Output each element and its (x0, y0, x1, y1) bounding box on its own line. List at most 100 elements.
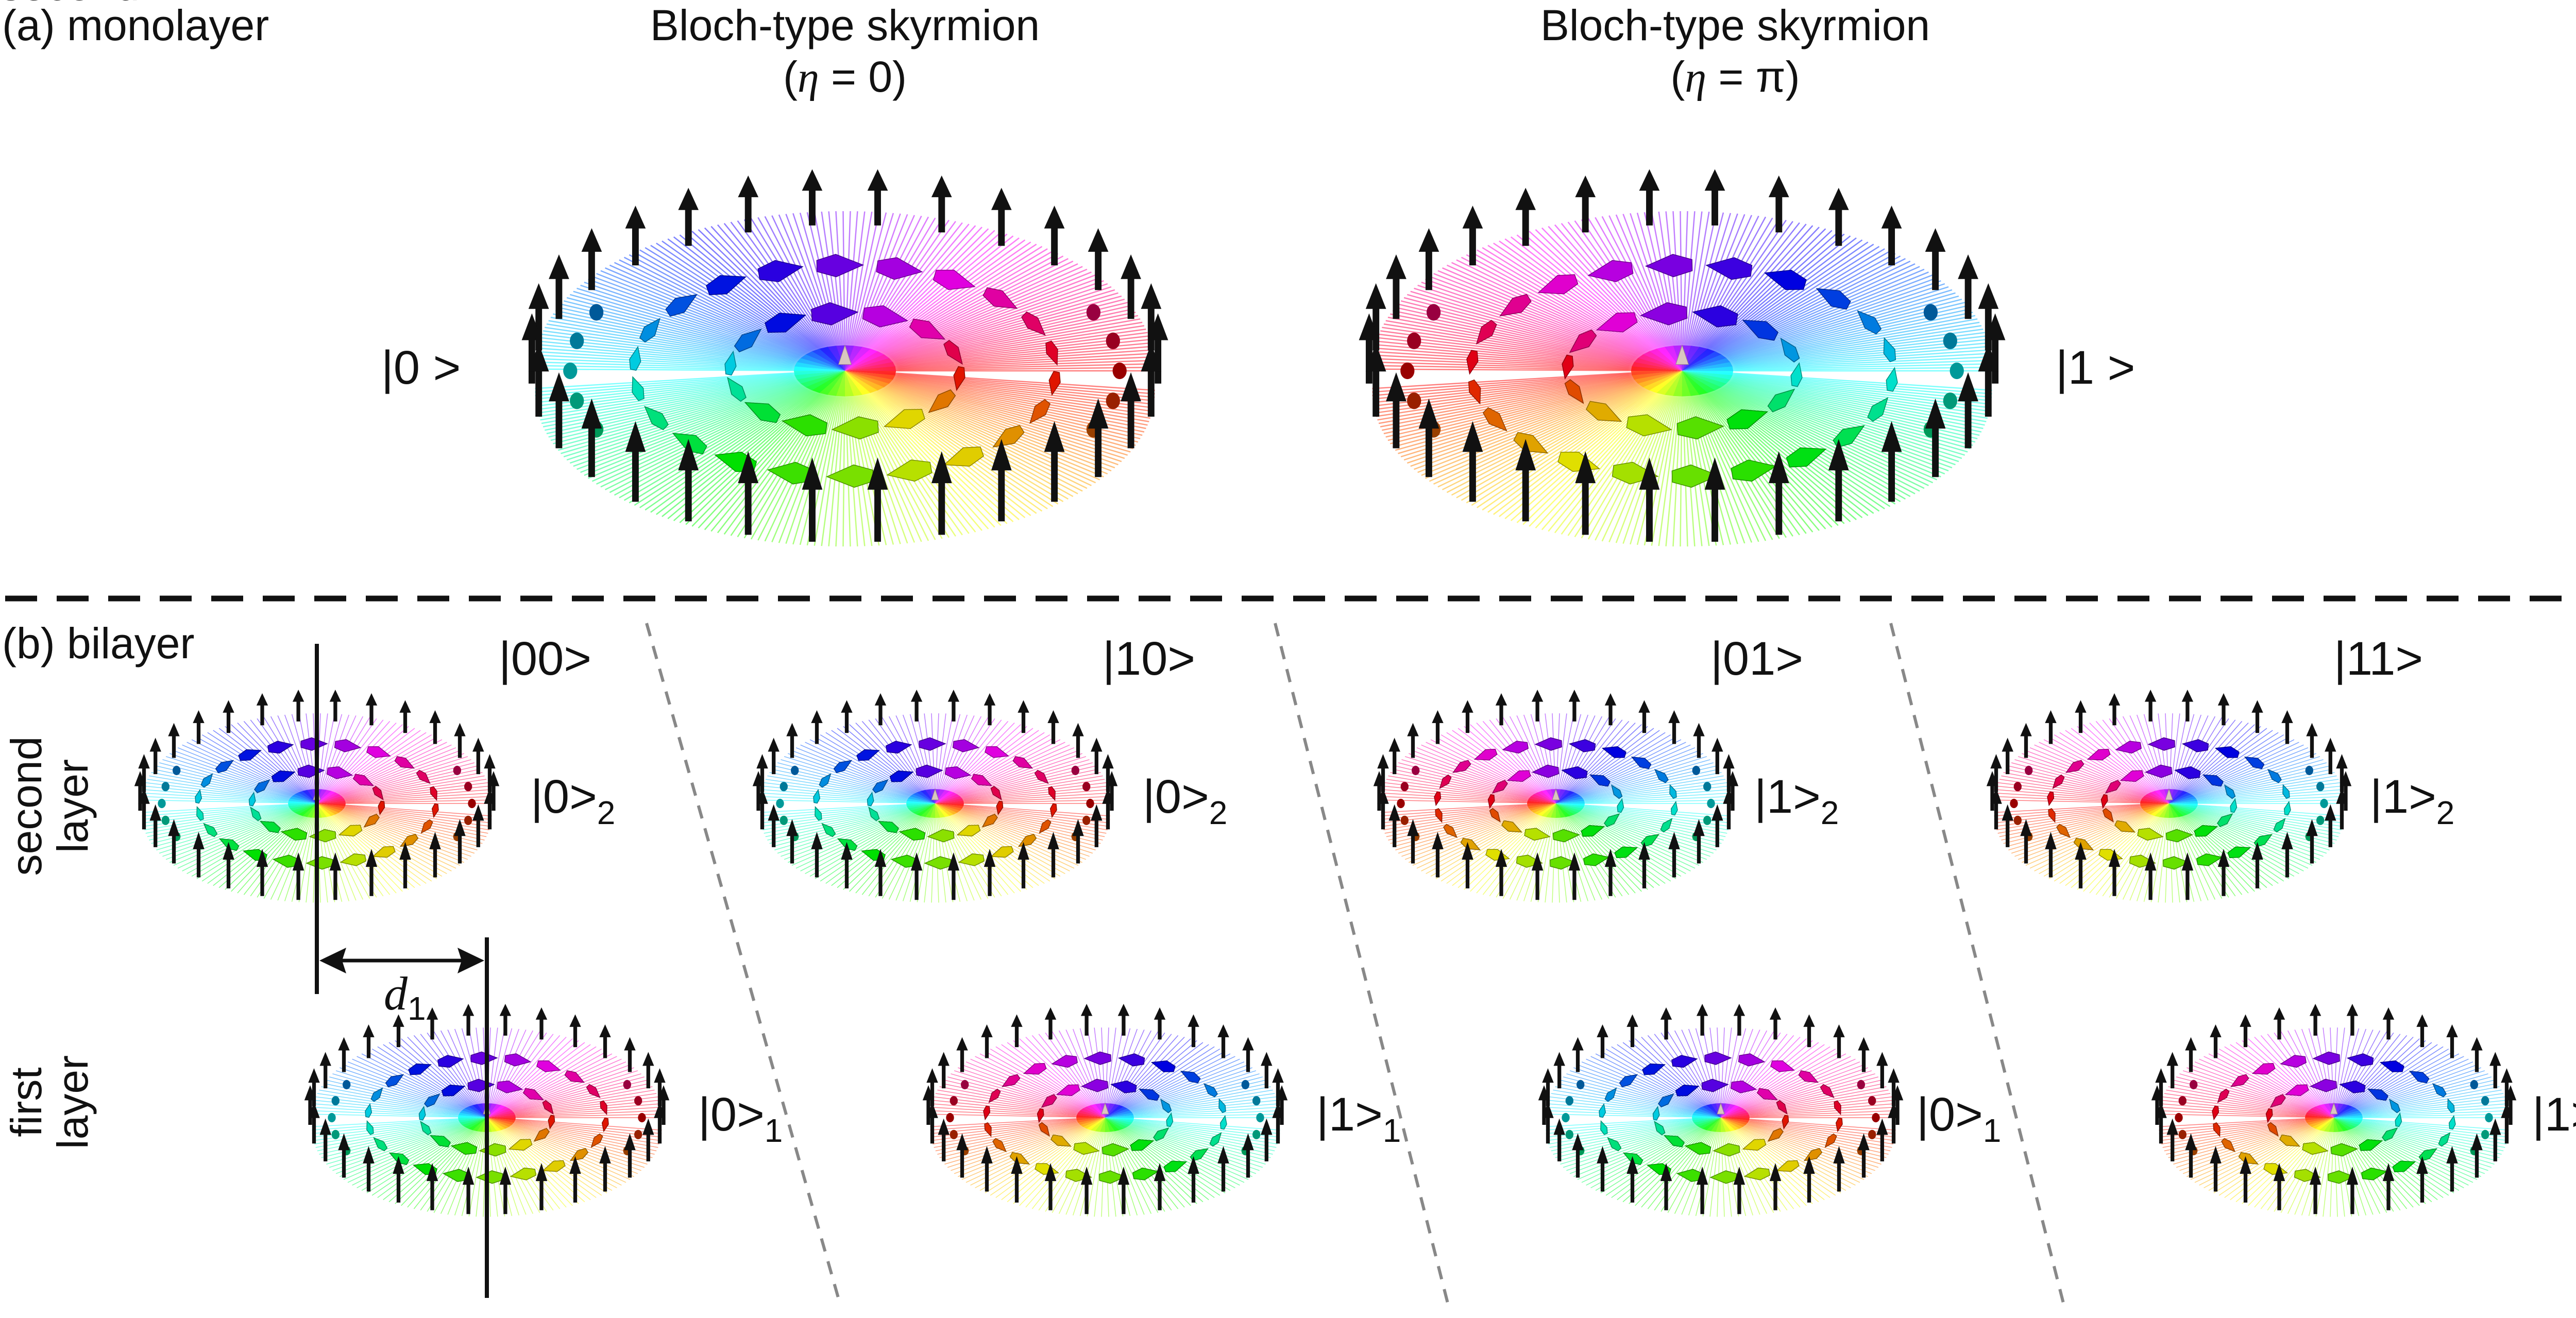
spin-texture-line (327, 779, 487, 802)
spin-texture-line (1114, 1080, 1266, 1116)
spin-texture-line (942, 734, 1050, 800)
layer-ket-10-first: |1>1 (1316, 1088, 1401, 1149)
spin-texture-line (1696, 260, 1911, 365)
spin-texture-line (496, 1073, 641, 1116)
spin-texture-line (909, 714, 934, 798)
spin-texture-line (318, 714, 343, 798)
spin-texture-line (1660, 1032, 1718, 1113)
spin-texture-line (777, 806, 926, 854)
spin-texture-line (814, 212, 844, 362)
spin-texture-line (335, 1120, 478, 1174)
in-plane-spin-arrow (248, 791, 256, 807)
in-plane-spin-arrow (1764, 269, 1807, 290)
in-plane-spin-arrow (2115, 741, 2142, 754)
spin-texture-line (1687, 217, 1773, 362)
spin-texture-line (691, 231, 836, 363)
up-spin-arrow-head (1568, 852, 1581, 871)
spin-texture-line (1695, 255, 1901, 365)
spin-texture-line (395, 1040, 482, 1114)
spin-texture-line (1601, 380, 1678, 542)
spin-texture-line (1700, 328, 1984, 369)
core-wedge (2150, 803, 2169, 816)
spin-texture-line (930, 1110, 1095, 1118)
core-wedge (462, 1108, 487, 1118)
up-spin-arrow-head (1515, 187, 1536, 210)
spin-texture-line (496, 1076, 645, 1116)
spin-texture-line (859, 271, 1092, 366)
core-wedge (307, 803, 317, 818)
spin-texture-line (2179, 785, 2342, 803)
core-wedge (468, 1118, 487, 1131)
skyrmion-01-second-layer (1373, 690, 1739, 903)
spin-texture-line (2179, 768, 2332, 802)
in-plane-spin-arrow (781, 414, 828, 437)
spin-texture-line (1566, 803, 1730, 827)
row-label-second-text: second (2, 737, 50, 876)
out-of-plane-spin-dot (2013, 782, 2022, 792)
out-of-plane-spin-dot (1692, 765, 1700, 775)
spin-texture-line (1372, 368, 1663, 372)
spin-texture-line (2248, 1122, 2329, 1206)
up-spin-arrow-head (2181, 852, 2194, 871)
spin-texture-line (1731, 1083, 1884, 1116)
in-plane-spin-arrow (1561, 766, 1588, 779)
spin-texture-line (488, 1029, 520, 1112)
spin-texture-line (2170, 809, 2195, 902)
spin-texture-line (861, 375, 1118, 466)
spin-texture-line (944, 1080, 1096, 1116)
in-plane-spin-arrow (990, 785, 1002, 800)
spin-texture-line (1031, 1122, 1101, 1209)
in-plane-spin-arrow (373, 1137, 388, 1152)
in-plane-spin-arrow (2438, 1132, 2451, 1147)
core-wedge (845, 371, 862, 396)
up-spin-arrow-head (1660, 1007, 1672, 1020)
up-spin-arrow-head (1876, 1052, 1888, 1066)
spin-texture-line (207, 807, 311, 884)
spin-texture-line (1383, 323, 1664, 369)
up-spin-arrow-head (292, 690, 304, 702)
spin-texture-line (1019, 1038, 1100, 1114)
up-spin-arrow-head (1188, 1014, 1199, 1027)
core-wedge (2309, 1118, 2334, 1127)
spin-texture-line (1045, 1032, 1102, 1113)
spin-texture-line (1566, 803, 1731, 820)
in-plane-spin-arrow (1654, 768, 1669, 783)
core-wedge (2334, 1108, 2359, 1118)
spin-texture-line (1546, 1110, 1710, 1118)
spin-texture-line (2341, 1051, 2454, 1114)
in-plane-spin-arrow (1684, 1142, 1711, 1155)
spin-texture-line (1433, 272, 1668, 366)
spin-texture-line (1994, 803, 2159, 824)
spin-texture-line (2176, 807, 2295, 877)
in-plane-spin-arrow (909, 318, 946, 340)
up-spin-arrow-head (1088, 228, 1109, 252)
core-wedge (1656, 371, 1682, 395)
spin-texture-line (535, 370, 826, 389)
spin-texture-line (2173, 808, 2243, 895)
spin-texture-line (1108, 1122, 1159, 1213)
in-plane-spin-arrow (1564, 379, 1584, 404)
spin-texture-line (580, 284, 829, 367)
up-spin-arrow-head (981, 1024, 993, 1037)
spin-texture-line (1687, 380, 1773, 540)
up-spin-arrow-head (867, 169, 888, 191)
in-plane-spin-arrow (1816, 288, 1851, 310)
spin-texture-line (863, 338, 1150, 370)
in-plane-spin-arrow (1531, 764, 1560, 778)
spin-texture-line (750, 218, 840, 362)
spin-texture-line (1611, 1046, 1715, 1114)
spin-texture-line (760, 803, 925, 824)
skyrmion-monolayer-eta-0 (521, 169, 1168, 547)
spin-texture-line (2175, 730, 2273, 800)
skyrmion-10-second-layer (752, 690, 1118, 903)
core-wedge (1682, 349, 1716, 371)
spin-texture-line (1692, 378, 1863, 519)
spin-texture-line (1731, 1110, 1896, 1118)
core-wedge (2334, 1118, 2359, 1127)
layer-ket-01-first: |0>1 (1917, 1088, 2001, 1149)
spin-texture-line (2344, 1103, 2507, 1118)
spin-texture-line (1586, 1121, 1713, 1186)
spin-texture-line (860, 375, 1108, 475)
spin-texture-line (1691, 378, 1851, 522)
spin-texture-line (490, 1032, 547, 1113)
